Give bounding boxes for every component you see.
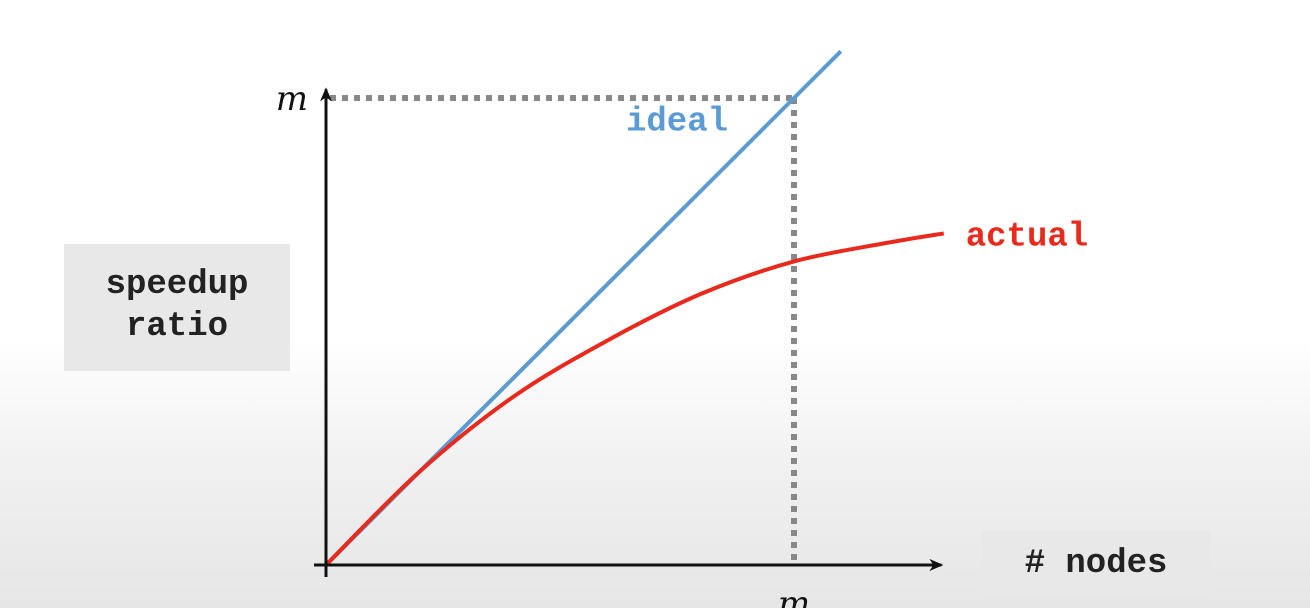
series-actual-line — [324, 231, 945, 567]
y-axis-label-line-1: speedup — [105, 266, 249, 304]
x-axis-label: # nodes — [982, 531, 1210, 597]
y-tick-label: m — [276, 79, 308, 119]
y-axis-label-line-2: ratio — [125, 308, 229, 346]
series-label-actual: actual — [966, 218, 1088, 256]
x-tick-label: m — [778, 584, 810, 608]
series-ideal-line — [324, 49, 843, 567]
y-axis-label: speedup ratio — [64, 244, 290, 371]
series-label-ideal: ideal — [626, 104, 728, 142]
